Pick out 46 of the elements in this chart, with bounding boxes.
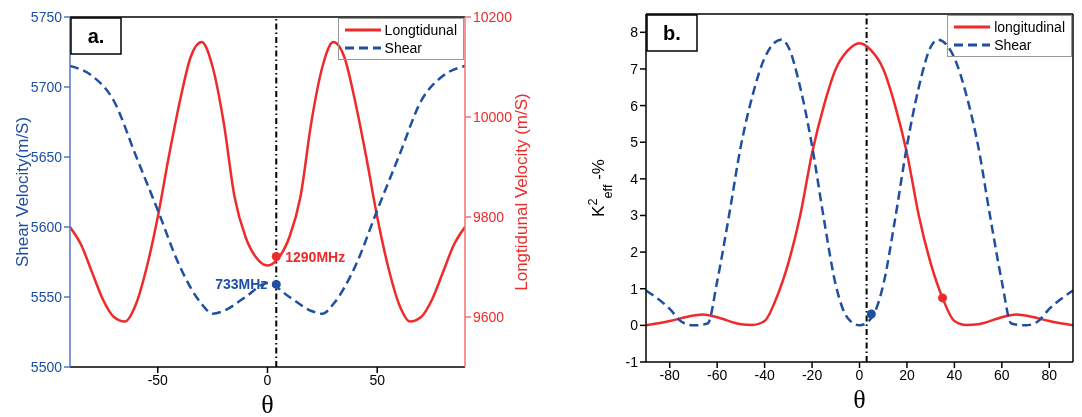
y-tick-label: 0 [630, 317, 639, 334]
y-tick-label: 5650 [30, 148, 63, 165]
y-tick-label: 5550 [30, 288, 63, 305]
y-tick-label: 5750 [30, 8, 63, 25]
annotation: 1290MHz [285, 248, 346, 265]
y-tick-label: 5700 [30, 78, 63, 95]
annotation: a. [87, 25, 105, 47]
x-tick-label: 40 [946, 366, 963, 383]
panel-label-box: b. [646, 14, 698, 52]
legend-label: Longtidunal [384, 22, 457, 38]
y-tick-label: 6 [630, 97, 639, 114]
y2-tick-label: 10200 [473, 8, 513, 25]
x-tick-label: -50 [147, 371, 169, 388]
y-tick-label: 5 [630, 134, 639, 151]
x-tick-label: 80 [1041, 366, 1058, 383]
x-tick-label: -60 [707, 366, 728, 383]
y-axis-title: Shear Velocity(m/S) [13, 116, 32, 268]
x-tick-label: 20 [899, 366, 915, 383]
x-tick-label: 60 [994, 366, 1010, 383]
y-tick-label: 1 [630, 280, 639, 297]
annotation: 733MHz [215, 276, 268, 293]
x-tick-label: 50 [369, 371, 386, 388]
legend-label: Shear [384, 40, 422, 56]
y2-tick-label: 9600 [473, 308, 505, 325]
legend-label: longitudinal [994, 19, 1065, 35]
y2-tick-label: 10000 [473, 108, 513, 125]
annotation: b. [663, 22, 681, 44]
y-tick-label: 7 [630, 60, 639, 77]
x-axis-title: θ [261, 390, 274, 417]
y2-tick-label: 9800 [473, 208, 505, 225]
y-tick-label: 5500 [30, 358, 63, 375]
x-tick-label: 0 [855, 366, 864, 383]
panel-label-box: a. [70, 17, 122, 55]
x-tick-label: -40 [754, 366, 775, 383]
y-tick-label: 3 [630, 207, 639, 224]
y-tick-label: 2 [630, 244, 639, 261]
y2-axis-title: Longtidunal Velocity (m/S) [512, 93, 531, 291]
x-axis-title: θ [853, 385, 866, 414]
y-tick-label: 5600 [30, 218, 63, 235]
legend-label: Shear [994, 37, 1032, 53]
x-tick-label: -20 [801, 366, 823, 383]
y-tick-label: 8 [630, 24, 639, 41]
x-tick-label: -80 [659, 366, 681, 383]
x-tick-label: 0 [263, 371, 272, 388]
y-tick-label: -1 [625, 353, 639, 370]
y-tick-label: 4 [630, 170, 639, 187]
